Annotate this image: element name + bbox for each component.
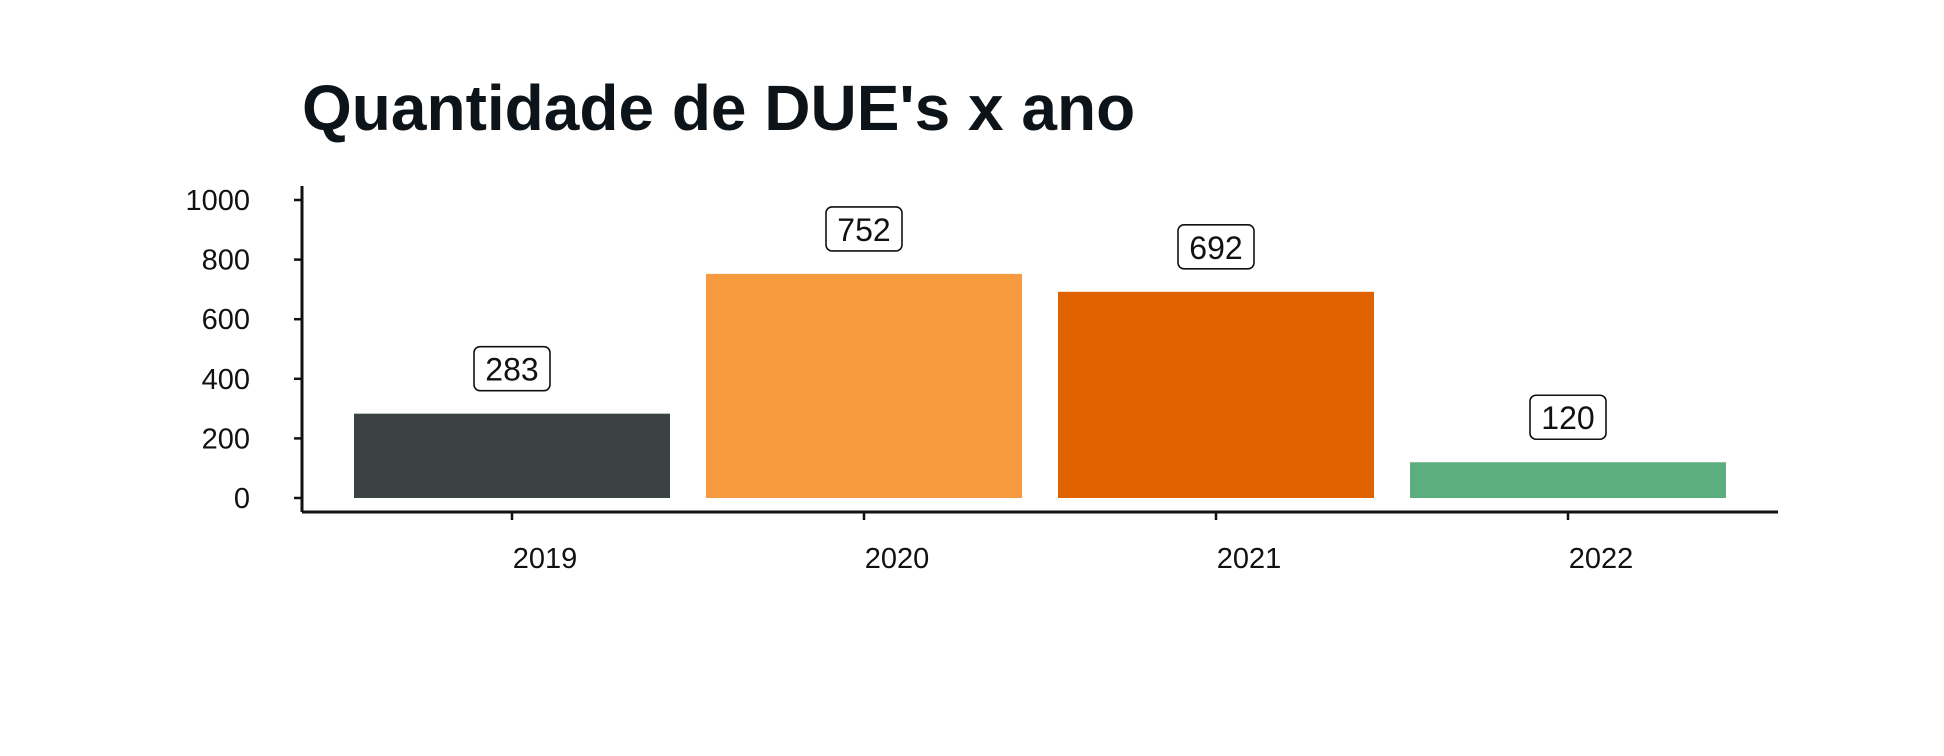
y-axis: 0 200 400 600 800 1000 (185, 185, 304, 515)
y-tick-label: 200 (202, 423, 250, 455)
data-label: 283 (485, 352, 538, 388)
data-label-box (1177, 223, 1255, 270)
chart-title: Quantidade de DUE's x ano (302, 72, 1135, 144)
data-label-box (1529, 394, 1607, 441)
data-label-box (473, 345, 551, 392)
y-tick-label: 1000 (185, 185, 250, 217)
bar-2021 (1058, 291, 1374, 498)
x-tick-label: 2021 (1217, 543, 1282, 575)
data-labels: 283 752 692 120 (473, 206, 1607, 441)
x-tick-label: 2019 (513, 543, 578, 575)
data-label-box (825, 206, 903, 252)
bar-2019 (354, 413, 670, 498)
bar-2022 (1410, 462, 1726, 498)
bars (354, 273, 1726, 498)
data-label: 752 (837, 212, 890, 248)
x-tick-label: 2020 (865, 543, 930, 575)
x-tick-label: 2022 (1569, 543, 1634, 575)
data-label: 120 (1541, 400, 1594, 436)
x-axis: 2019 2020 2021 2022 (302, 510, 1778, 575)
y-tick-label: 800 (202, 245, 250, 277)
y-tick-label: 600 (202, 304, 250, 336)
bar-2020 (706, 273, 1022, 498)
y-tick-label: 400 (202, 364, 250, 396)
y-tick-label: 0 (234, 483, 250, 515)
data-label: 692 (1189, 230, 1242, 266)
